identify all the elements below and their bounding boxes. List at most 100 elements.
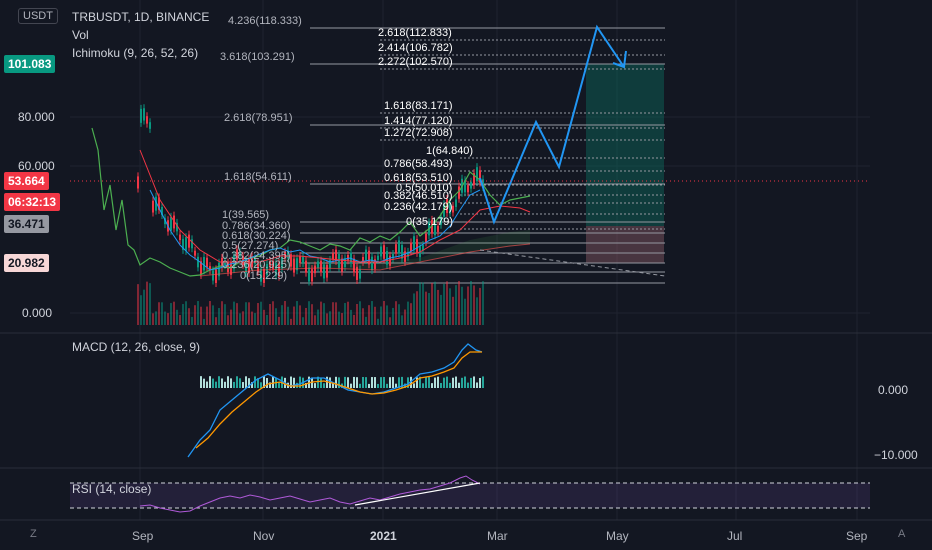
axis-tick-80: 80.000 [18,110,55,124]
macd-histogram-bar [479,377,481,388]
macd-axis-neg10: −10.000 [874,448,918,462]
volume-bar [401,315,403,325]
macd-histogram-bar [413,383,415,388]
volume-bar [194,305,196,325]
fib-level-label: 0.618(53.510) [384,172,453,184]
fib-level-label: 2.414(106.782) [378,42,453,54]
macd-histogram-bar [290,376,292,388]
macd-histogram-bar [239,378,241,388]
volume-bar [287,306,289,325]
macd-histogram-bar [254,376,256,388]
macd-histogram-bar [410,376,412,388]
volume-bar [407,301,409,325]
volume-bar [164,311,166,325]
macd-histogram-bar [353,376,355,388]
vol-indicator-label[interactable]: Vol [72,28,89,42]
chart-legend: TRBUSDT, 1D, BINANCE Vol Ichimoku (9, 26… [72,8,209,62]
volume-bar [356,303,358,325]
volume-bar [443,283,445,325]
macd-histogram-bar [317,376,319,388]
macd-histogram-bar [428,376,430,388]
fib-level-label: 0(15.229) [240,270,288,282]
macd-histogram-bar [416,377,418,388]
volume-bar [302,317,304,325]
macd-histogram-bar [458,382,460,388]
x-label-2021: 2021 [370,529,397,543]
macd-histogram-bar [425,377,427,388]
volume-bar [464,298,466,325]
macd-histogram-bar [386,383,388,388]
target-zone [586,64,664,226]
volume-bar [404,309,406,325]
trendline [479,249,666,277]
volume-bar [362,308,364,325]
volume-bar [386,305,388,325]
macd-histogram-bar [482,376,484,388]
macd-histogram-bar [260,382,262,388]
macd-histogram-bar [320,377,322,388]
volume-bar [332,302,334,325]
axis-tick-0: 0.000 [22,306,53,320]
fib-level-label: 0.786(58.493) [384,158,453,170]
macd-histogram-bar [314,383,316,388]
ichimoku-indicator-label[interactable]: Ichimoku (9, 26, 52, 26) [72,46,199,60]
macd-histogram-bar [257,378,259,388]
x-label-may: May [606,529,629,543]
macd-histogram-bar [248,378,250,388]
volume-bar [308,301,310,325]
macd-histogram-bar [380,377,382,388]
macd-histogram-bar [311,377,313,388]
macd-histogram-bar [422,383,424,388]
macd-histogram-bar [338,377,340,388]
volume-bar [410,303,412,325]
volume-bar [242,311,244,325]
volume-bar [374,306,376,325]
currency-badge[interactable]: USDT [18,8,58,24]
symbol-title[interactable]: TRBUSDT, 1D, BINANCE [72,10,210,24]
macd-histogram-bar [383,377,385,388]
macd-histogram-bar [377,383,379,388]
auto-scale-button[interactable]: A [898,528,906,540]
macd-histogram-bar [359,383,361,388]
volume-bar [317,309,319,325]
macd-histogram-bar [398,377,400,388]
macd-histogram-bar [209,376,211,388]
volume-bar [347,301,349,325]
macd-histogram-bar [404,383,406,388]
volume-bar [305,307,307,325]
volume-bar [470,281,472,325]
volume-bar [146,281,148,325]
macd-histogram-bar [305,382,307,388]
volume-bar [221,301,223,325]
macd-histogram-bar [473,376,475,388]
volume-bar [458,281,460,325]
volume-bar [437,289,439,325]
macd-label[interactable]: MACD (12, 26, close, 9) [72,340,201,354]
fib-level-label: 1.618(83.171) [384,100,453,112]
macd-histogram-bar [389,377,391,388]
volume-bar [149,283,151,325]
rsi-divergence-line [354,482,481,506]
volume-bar [140,295,142,325]
macd-histogram-bar [419,376,421,388]
fib-level-label: 0.5(50.010) [396,182,453,194]
macd-histogram-bar [461,377,463,388]
projection-path [479,24,625,225]
x-label-sep2: Sep [846,529,868,543]
volume-bar [224,304,226,325]
macd-histogram-bar [470,377,472,388]
macd-histogram-bar [371,377,373,388]
macd-histogram-bar [200,376,202,388]
volume-bar [389,317,391,325]
volume-bar [467,286,469,325]
fib-level-label: 0.236(20.925) [222,259,291,271]
volume-bar [299,305,301,325]
volume-bar [326,313,328,325]
volume-bar [479,287,481,325]
current-price-tag: 53.664 [4,172,49,190]
timezone-button[interactable]: Z [30,528,37,540]
rsi-label[interactable]: RSI (14, close) [72,482,152,496]
macd-histogram-bar [452,377,454,388]
volume-bar [239,313,241,325]
